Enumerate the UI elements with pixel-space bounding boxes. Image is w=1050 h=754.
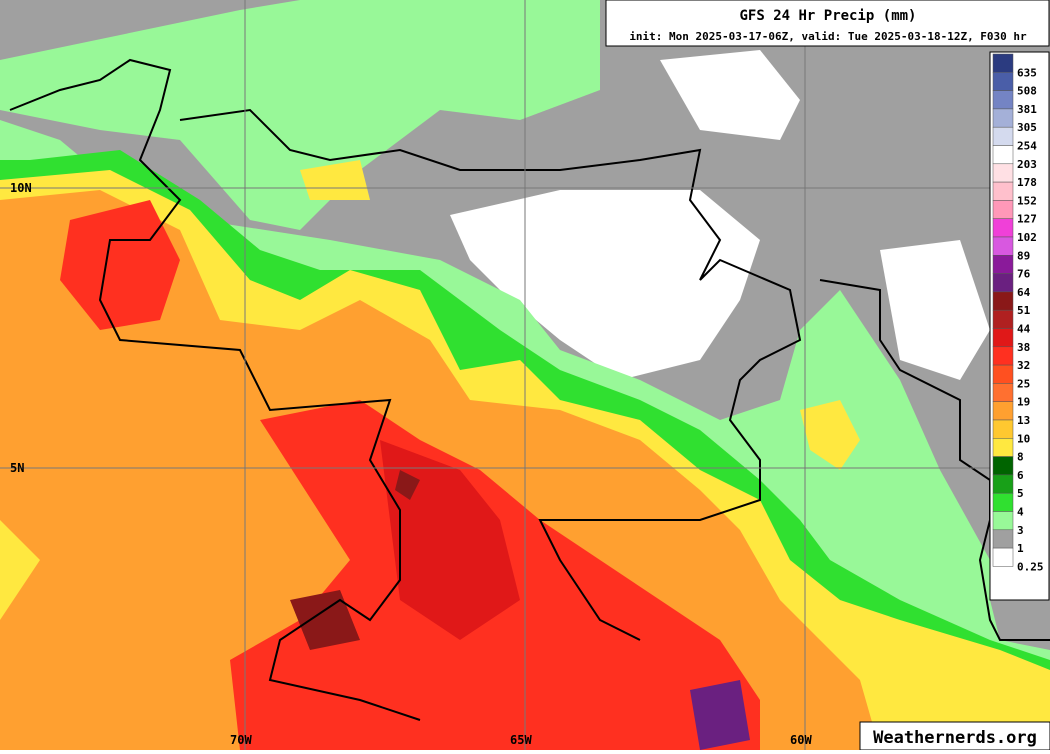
graticule: [0, 0, 990, 750]
legend-swatch: [992, 383, 1014, 402]
legend-swatch: [992, 236, 1014, 256]
legend-label: 508: [1017, 85, 1037, 98]
legend-swatch: [992, 401, 1014, 421]
legend-label: 305: [1017, 121, 1037, 134]
legend-swatch: [992, 547, 1014, 567]
legend-swatch: [992, 492, 1014, 512]
legend-label: 5: [1017, 487, 1024, 500]
legend-swatch: [992, 200, 1014, 219]
legend: 6355083813052542031781521271028976645144…: [992, 53, 1044, 573]
lon-label: 70W: [230, 733, 252, 747]
legend-swatch: [992, 291, 1014, 311]
legend-label: 51: [1017, 304, 1031, 317]
lon-label: 60W: [790, 733, 812, 747]
legend-label: 3: [1017, 524, 1024, 537]
legend-label: 203: [1017, 158, 1037, 171]
legend-swatch: [992, 163, 1014, 183]
legend-label: 25: [1017, 377, 1030, 390]
legend-label: 32: [1017, 359, 1030, 372]
legend-swatch: [992, 346, 1014, 366]
subtitle: init: Mon 2025-03-17-06Z, valid: Tue 202…: [629, 30, 1027, 43]
legend-swatch: [992, 419, 1014, 439]
legend-swatch: [992, 72, 1014, 91]
legend-label: 89: [1017, 249, 1030, 262]
legend-swatch: [992, 328, 1014, 348]
legend-swatch: [992, 273, 1014, 293]
legend-swatch: [992, 126, 1014, 146]
legend-label: 44: [1017, 323, 1031, 336]
legend-label: 1: [1017, 542, 1024, 555]
legend-swatch: [992, 255, 1014, 274]
legend-swatch: [992, 474, 1014, 494]
legend-swatch: [992, 511, 1014, 531]
legend-swatch: [992, 108, 1014, 128]
legend-label: 178: [1017, 176, 1037, 189]
legend-label: 381: [1017, 103, 1037, 116]
lon-label: 65W: [510, 733, 532, 747]
graticule-labels: 10N 5N 70W 65W 60W: [10, 181, 812, 747]
legend-label: 635: [1017, 66, 1037, 79]
lat-label: 10N: [10, 181, 32, 195]
legend-swatch: [992, 456, 1014, 476]
title-box: [605, 0, 1050, 47]
legend-swatch: [992, 181, 1014, 201]
legend-label: 127: [1017, 213, 1037, 226]
legend-label: 0.25: [1017, 560, 1044, 573]
legend-swatch: [992, 218, 1014, 238]
legend-label: 6: [1017, 469, 1024, 482]
legend-label: 38: [1017, 341, 1030, 354]
legend-label: 8: [1017, 451, 1024, 464]
watermark: Weathernerds.org: [873, 728, 1037, 748]
legend-label: 13: [1017, 414, 1030, 427]
legend-label: 64: [1017, 286, 1031, 299]
legend-label: 19: [1017, 396, 1030, 409]
legend-label: 102: [1017, 231, 1037, 244]
legend-label: 254: [1017, 140, 1037, 153]
legend-label: 10: [1017, 432, 1030, 445]
legend-label: 4: [1017, 506, 1024, 519]
legend-label: 76: [1017, 268, 1031, 281]
legend-swatch: [992, 529, 1014, 549]
coastlines: [9, 58, 1050, 721]
legend-label: 152: [1017, 194, 1037, 207]
legend-swatch: [992, 53, 1014, 73]
title: GFS 24 Hr Precip (mm): [739, 8, 916, 24]
lat-label: 5N: [10, 461, 24, 475]
legend-swatch: [992, 438, 1014, 457]
legend-swatch: [992, 90, 1014, 110]
legend-swatch: [992, 309, 1014, 329]
legend-swatch: [992, 364, 1014, 384]
legend-swatch: [992, 145, 1014, 165]
